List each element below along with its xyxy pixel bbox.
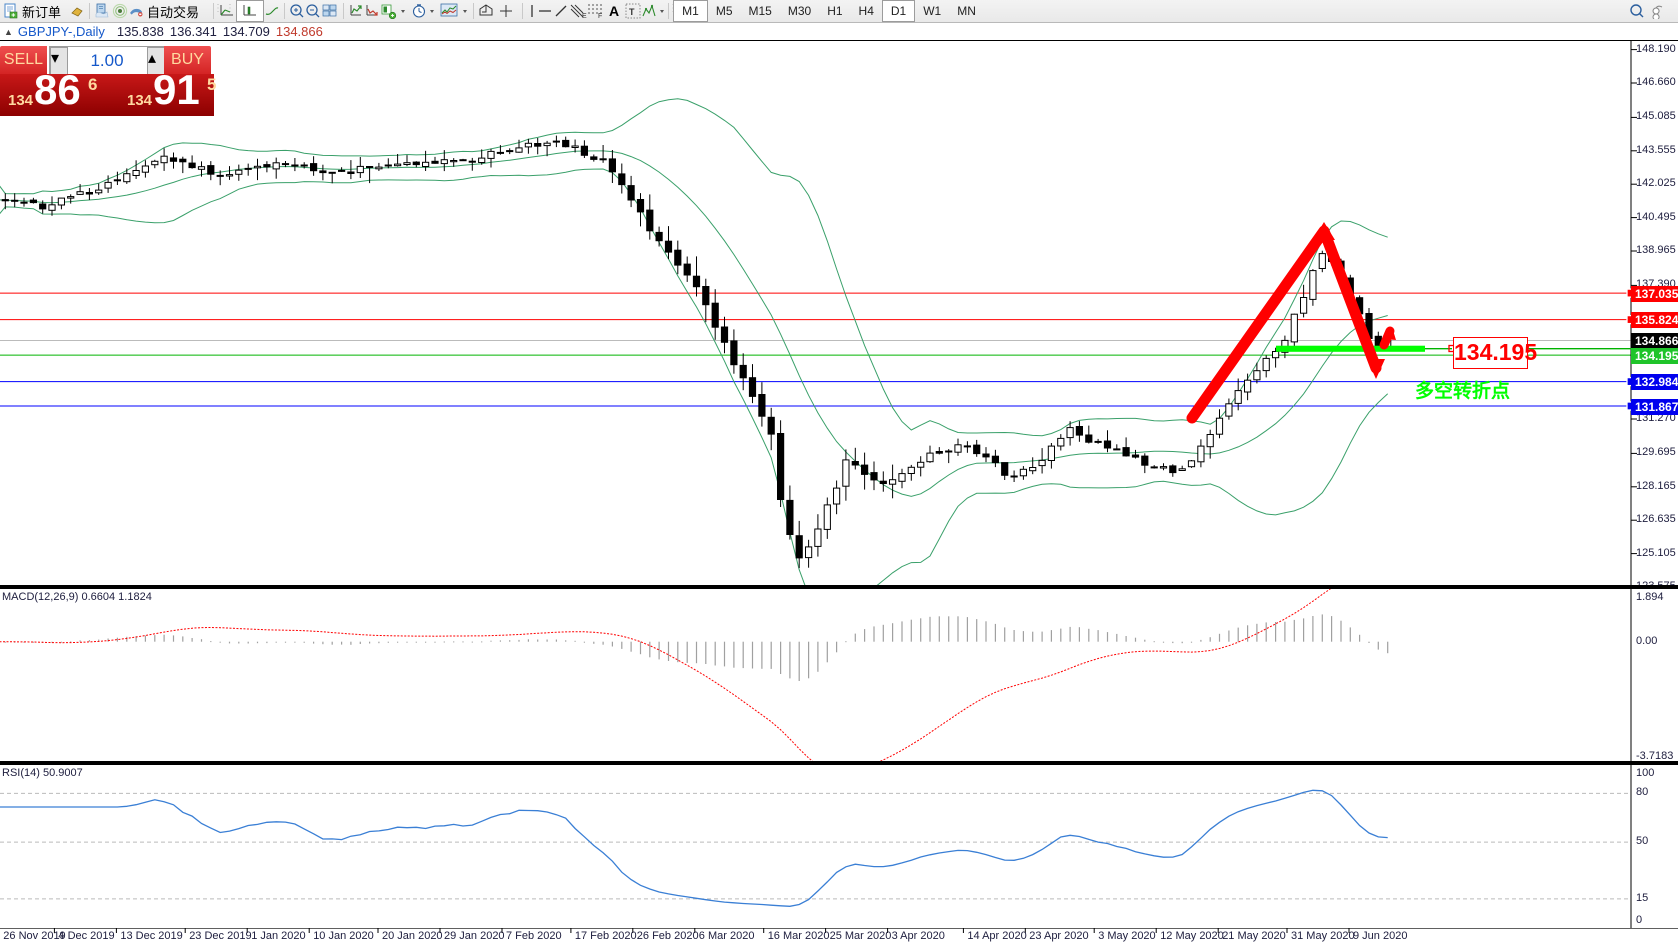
svg-text:T: T [629,7,635,17]
svg-text:F: F [598,13,602,19]
